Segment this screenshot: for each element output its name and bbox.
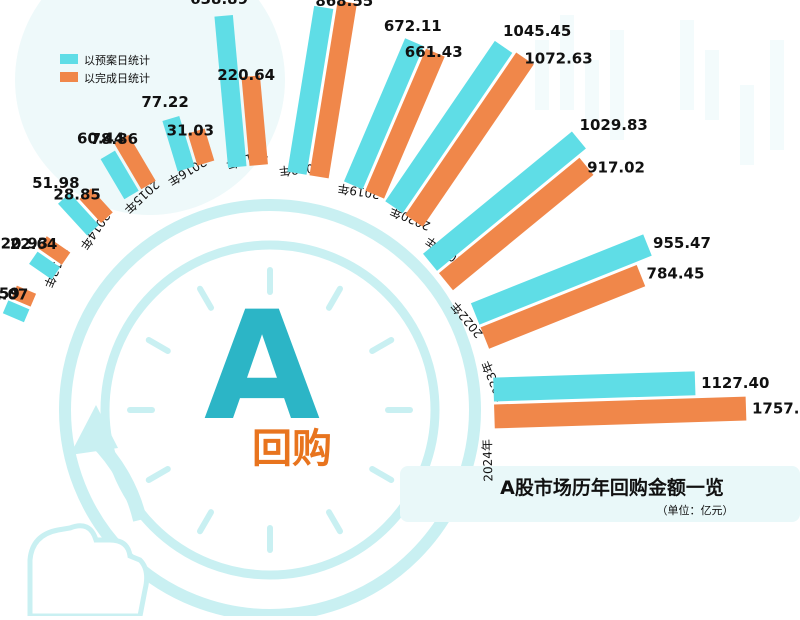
bar-group <box>100 134 156 200</box>
value-label: 51.98 <box>32 174 79 192</box>
value-label: 12.07 <box>0 286 28 304</box>
big-a-letter: A <box>204 280 320 454</box>
bar-group <box>162 115 215 172</box>
legend-label-plan: 以预案日统计 <box>84 53 150 67</box>
bar-plan <box>493 371 696 402</box>
bar-group <box>29 236 71 280</box>
bar-group <box>343 38 445 199</box>
clock-tick <box>326 509 343 535</box>
bar-group <box>423 131 594 291</box>
value-label: 77.22 <box>141 93 188 111</box>
bar-done <box>11 285 37 307</box>
value-label: 917.02 <box>587 158 645 176</box>
value-label: 1127.40 <box>701 374 769 392</box>
clock-tick <box>326 285 343 311</box>
value-label: 20.93 <box>1 234 48 252</box>
clock-tick <box>369 466 395 483</box>
bar-plan <box>423 131 586 271</box>
background-decoration: A 回购 <box>15 0 800 620</box>
clock-tick <box>145 337 171 354</box>
bar-done <box>79 188 113 223</box>
clock-face <box>100 240 440 580</box>
value-label: 1757.25 <box>752 399 800 417</box>
bar-plan <box>214 14 247 168</box>
bar-plan <box>287 5 334 175</box>
legend: 以预案日统计 以完成日统计 <box>60 53 150 85</box>
big-huigou-word: 回购 <box>252 426 332 472</box>
title-band <box>400 466 800 522</box>
clock-tick <box>369 337 395 354</box>
bar-done <box>241 75 268 166</box>
bar-plan <box>58 193 99 236</box>
legend-swatch-done <box>60 72 78 82</box>
value-label: 672.11 <box>384 17 442 35</box>
value-label: 220.64 <box>217 66 275 84</box>
year-label-group: 2024年 <box>480 439 495 482</box>
bar-group <box>2 285 37 323</box>
value-label: 868.55 <box>315 0 373 10</box>
pointing-hand-icon <box>27 523 150 619</box>
value-label: 14.59 <box>0 285 20 303</box>
value-label: 1072.63 <box>524 50 592 68</box>
bar-plan <box>162 115 195 172</box>
legend-label-done: 以完成日统计 <box>84 71 150 85</box>
bar-done <box>405 52 534 227</box>
chart-unit-label: （单位：亿元） <box>657 503 734 517</box>
value-label: 661.43 <box>405 43 463 61</box>
bar-group <box>493 371 747 429</box>
clock-outer-ring <box>59 199 481 620</box>
bar-plan <box>29 251 61 280</box>
bars-layer: 14.5912.072013年20.9322.642014年51.9828.85… <box>0 0 800 482</box>
bar-group <box>470 234 652 349</box>
bar-group <box>287 0 357 179</box>
value-label: 60.44 <box>77 130 124 148</box>
bar-done <box>365 48 445 199</box>
bar-plan <box>343 38 424 190</box>
value-label: 638.89 <box>190 0 248 8</box>
bar-done <box>187 128 215 166</box>
clock-tick <box>145 466 171 483</box>
bar-done <box>309 0 357 179</box>
value-label: 22.64 <box>10 235 57 253</box>
bar-group <box>58 188 113 236</box>
value-label: 78.86 <box>91 130 138 148</box>
value-label: 1045.45 <box>503 22 571 40</box>
refresh-arrow-icon <box>90 435 147 522</box>
value-label: 955.47 <box>653 234 711 252</box>
value-label: 28.85 <box>53 185 100 203</box>
chart-title: A股市场历年回购金额一览 <box>500 476 724 499</box>
bar-plan <box>100 150 139 200</box>
bar-done <box>480 264 646 349</box>
bar-plan <box>470 234 652 325</box>
value-label: 31.03 <box>167 121 214 139</box>
bar-done <box>494 396 747 429</box>
bar-group <box>214 14 268 168</box>
bar-done <box>114 134 156 190</box>
bar-plan <box>385 40 513 214</box>
clock-tick <box>197 509 214 535</box>
clock-tick <box>197 285 214 311</box>
bar-done <box>38 236 71 265</box>
top-left-blob <box>15 0 285 215</box>
bar-done <box>438 157 594 291</box>
candlestick-decoration <box>535 15 784 165</box>
bar-plan <box>2 300 30 323</box>
year-label: 2024年 <box>480 439 495 482</box>
clock-ticks <box>127 267 413 553</box>
bar-group <box>385 40 534 227</box>
value-label: 784.45 <box>647 264 705 282</box>
value-label: 1029.83 <box>580 116 648 134</box>
legend-swatch-plan <box>60 54 78 64</box>
refresh-arrowhead-icon <box>70 405 118 455</box>
